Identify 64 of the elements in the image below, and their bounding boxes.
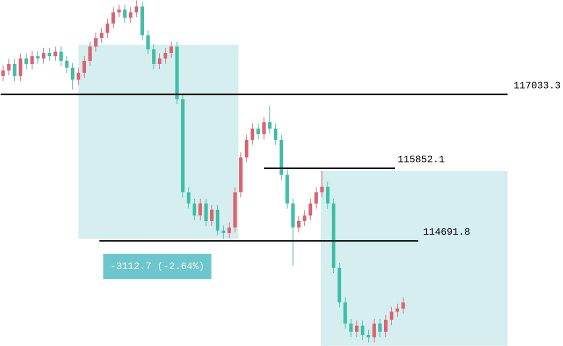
- candlestick: [366, 329, 370, 343]
- candlestick: [378, 318, 382, 338]
- candlestick: [291, 198, 295, 266]
- candlestick: [244, 134, 248, 163]
- candlestick: [396, 303, 400, 318]
- candlestick: [308, 198, 312, 221]
- candlestick: [128, 6, 132, 24]
- candlestick: [401, 296, 405, 314]
- candlestick: [7, 58, 11, 76]
- candlestick: [216, 204, 220, 236]
- candlestick: [48, 48, 52, 62]
- candlestick: [59, 46, 63, 66]
- candlestick: [112, 6, 115, 29]
- candlestick: [12, 58, 16, 82]
- candlestick: [82, 56, 86, 78]
- candlestick: [343, 296, 347, 330]
- candlestick: [204, 198, 208, 227]
- candlestick: [192, 198, 196, 221]
- candlestick: [186, 187, 190, 210]
- candlestick: [256, 123, 260, 140]
- text: 114691.8: [424, 228, 470, 235]
- candlestick: [274, 123, 278, 146]
- candlestick: [70, 62, 74, 90]
- candlestick: [268, 106, 272, 134]
- candlestick: [134, 0, 138, 18]
- candlestick: [42, 48, 46, 64]
- candlestick: [349, 318, 353, 338]
- candlestick: [222, 225, 226, 240]
- candlestick: [326, 181, 330, 210]
- candlestick: [227, 222, 231, 238]
- candlestick: [360, 320, 364, 340]
- candlestick: [152, 44, 156, 70]
- candlestick: [100, 27, 104, 44]
- candlestick: [123, 4, 127, 24]
- candlestick: [1, 65, 5, 82]
- candlestick: [106, 18, 110, 38]
- candlestick: [355, 320, 359, 338]
- candlestick: [54, 46, 57, 62]
- candlestick: [250, 123, 254, 146]
- candlestick: [18, 53, 22, 82]
- candlestick: [146, 30, 150, 54]
- candlestick: [65, 56, 69, 74]
- candlestick: [198, 198, 202, 221]
- candlestick: [210, 204, 214, 227]
- candlestick: [384, 314, 388, 338]
- candlestick: [158, 53, 162, 70]
- candlestick: [314, 187, 318, 210]
- candlestick: [36, 50, 40, 64]
- candlestick: [302, 210, 306, 227]
- candlestick: [164, 48, 168, 64]
- candlestick: [297, 216, 301, 233]
- candlestick: [24, 53, 28, 70]
- annotation: -3112.7 (-2.64%): [112, 262, 203, 272]
- candlestick: [320, 170, 324, 198]
- candlestick: [169, 41, 173, 58]
- candlestick: [94, 32, 98, 52]
- text: 117033.3: [514, 82, 560, 88]
- candlestick: [88, 41, 92, 66]
- candlestick: [390, 306, 394, 326]
- candlestick: [76, 67, 80, 86]
- candlestick: [372, 318, 376, 343]
- candlestick: [30, 50, 34, 70]
- annotation: 115852.1: [398, 156, 444, 162]
- candlestick: [117, 4, 121, 18]
